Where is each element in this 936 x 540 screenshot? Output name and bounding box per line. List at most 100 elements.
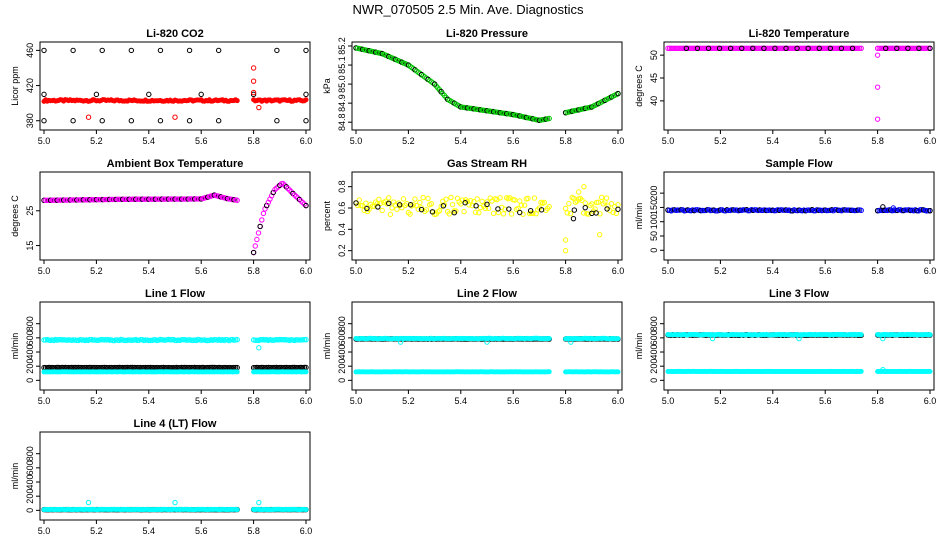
data-point bbox=[670, 45, 676, 51]
data-point bbox=[471, 198, 477, 205]
x-tick-label: 6.0 bbox=[924, 396, 936, 406]
data-point bbox=[678, 45, 684, 51]
data-point bbox=[681, 45, 688, 51]
data-point bbox=[919, 45, 925, 51]
data-point bbox=[128, 337, 134, 343]
outlier-point bbox=[250, 89, 257, 96]
data-point bbox=[472, 209, 479, 215]
y-tick-label: 200 bbox=[25, 359, 35, 374]
data-point bbox=[195, 196, 201, 202]
data-point bbox=[753, 45, 760, 51]
panel-title: Gas Stream RH bbox=[447, 158, 527, 170]
y-tick-label: 25 bbox=[25, 206, 35, 216]
data-point bbox=[874, 45, 881, 51]
data-point bbox=[671, 45, 678, 51]
series-ambient bbox=[41, 180, 309, 256]
data-point bbox=[282, 182, 288, 188]
x-tick-label: 5.0 bbox=[350, 396, 363, 406]
x-tick-label: 5.4 bbox=[143, 136, 156, 146]
data-point-overlay bbox=[74, 197, 80, 203]
panel-gas-stream-rh: Gas Stream RH 5.0 5.2 5.4 5.6 5.8 6.0 0.2 0.4 0.6… bbox=[322, 158, 624, 276]
data-point bbox=[724, 45, 730, 51]
data-point bbox=[101, 196, 108, 203]
outlier-point bbox=[85, 499, 92, 506]
data-point bbox=[882, 45, 889, 51]
data-point bbox=[683, 45, 690, 51]
data-point bbox=[274, 47, 280, 54]
data-point bbox=[387, 211, 394, 218]
data-point bbox=[114, 196, 121, 203]
data-point bbox=[608, 201, 615, 207]
data-point bbox=[579, 197, 585, 203]
data-point bbox=[707, 45, 714, 51]
panel-sample-flow: Sample Flow 5.0 5.2 5.4 5.6 5.8 6.0 0 50 10015020… bbox=[634, 158, 936, 276]
x-tick-label: 6.0 bbox=[612, 266, 625, 276]
series-sample-flow bbox=[665, 207, 933, 214]
y-axis-label: degrees C bbox=[634, 65, 644, 107]
y-tick-label: 100 bbox=[649, 214, 659, 229]
data-point bbox=[571, 207, 578, 213]
data-point bbox=[110, 196, 116, 203]
data-point bbox=[896, 45, 902, 51]
series-line1-cyan-low bbox=[41, 369, 309, 375]
data-point bbox=[858, 332, 864, 338]
y-axis-label: ml/min bbox=[10, 463, 20, 490]
data-point bbox=[99, 47, 105, 54]
panel-li-820-co2: Li-820 CO2 5.0 5.2 5.4 5.6 5.8 6.0 380 420 460 Lic… bbox=[10, 28, 312, 146]
series-line4-cyan bbox=[41, 506, 309, 513]
data-point bbox=[546, 336, 552, 342]
data-point-overlay bbox=[172, 196, 178, 202]
series-rh-yellow bbox=[353, 194, 621, 218]
data-point-overlay bbox=[283, 184, 290, 190]
data-point bbox=[772, 45, 778, 51]
data-point-overlay bbox=[93, 196, 100, 203]
data-point bbox=[585, 211, 592, 217]
x-tick-label: 5.6 bbox=[507, 266, 520, 276]
y-tick-label: 600 bbox=[25, 330, 35, 345]
data-point-overlay bbox=[67, 197, 73, 203]
data-point bbox=[912, 45, 918, 51]
data-point bbox=[417, 199, 423, 206]
data-point bbox=[64, 197, 70, 203]
data-point bbox=[474, 196, 480, 202]
data-point bbox=[260, 210, 267, 217]
x-tick-label: 5.6 bbox=[507, 396, 520, 406]
data-point bbox=[755, 45, 761, 51]
plot-frame bbox=[351, 301, 623, 391]
data-point bbox=[75, 197, 82, 203]
plot-frame bbox=[663, 301, 935, 391]
data-point bbox=[285, 185, 291, 192]
x-tick-label: 5.6 bbox=[819, 396, 832, 406]
data-point bbox=[255, 230, 262, 236]
data-point bbox=[842, 45, 848, 51]
data-point bbox=[449, 201, 456, 208]
data-point bbox=[822, 45, 828, 51]
data-point bbox=[215, 118, 222, 124]
x-tick-label: 5.8 bbox=[559, 396, 572, 406]
plot-frame bbox=[39, 301, 311, 391]
data-point bbox=[286, 187, 293, 193]
outlier-point bbox=[568, 339, 574, 345]
data-point bbox=[610, 209, 616, 216]
data-point bbox=[274, 118, 280, 124]
data-point bbox=[546, 115, 552, 122]
data-point bbox=[160, 196, 167, 202]
data-point bbox=[835, 45, 841, 51]
y-tick-label: 15 bbox=[25, 241, 35, 251]
data-point-overlay bbox=[250, 249, 257, 256]
data-point bbox=[303, 118, 309, 124]
outlier-point bbox=[874, 116, 881, 122]
data-point bbox=[303, 47, 309, 54]
outlier-point bbox=[256, 104, 262, 111]
data-point-overlay bbox=[185, 196, 191, 202]
x-tick-label: 5.8 bbox=[559, 266, 572, 276]
y-tick-label: 45 bbox=[649, 73, 659, 83]
data-point bbox=[910, 45, 917, 51]
data-point bbox=[203, 337, 209, 344]
y-tick-label: 50 bbox=[649, 231, 659, 241]
panel-line-1-flow: Line 1 Flow 5.0 5.2 5.4 5.6 5.8 6.0 0 2004006008… bbox=[10, 288, 312, 406]
data-point bbox=[615, 206, 621, 212]
y-tick-label: 85.1 bbox=[337, 56, 347, 74]
y-axis-label: ml/min bbox=[10, 333, 20, 360]
y-tick-label: 0 bbox=[337, 378, 347, 383]
